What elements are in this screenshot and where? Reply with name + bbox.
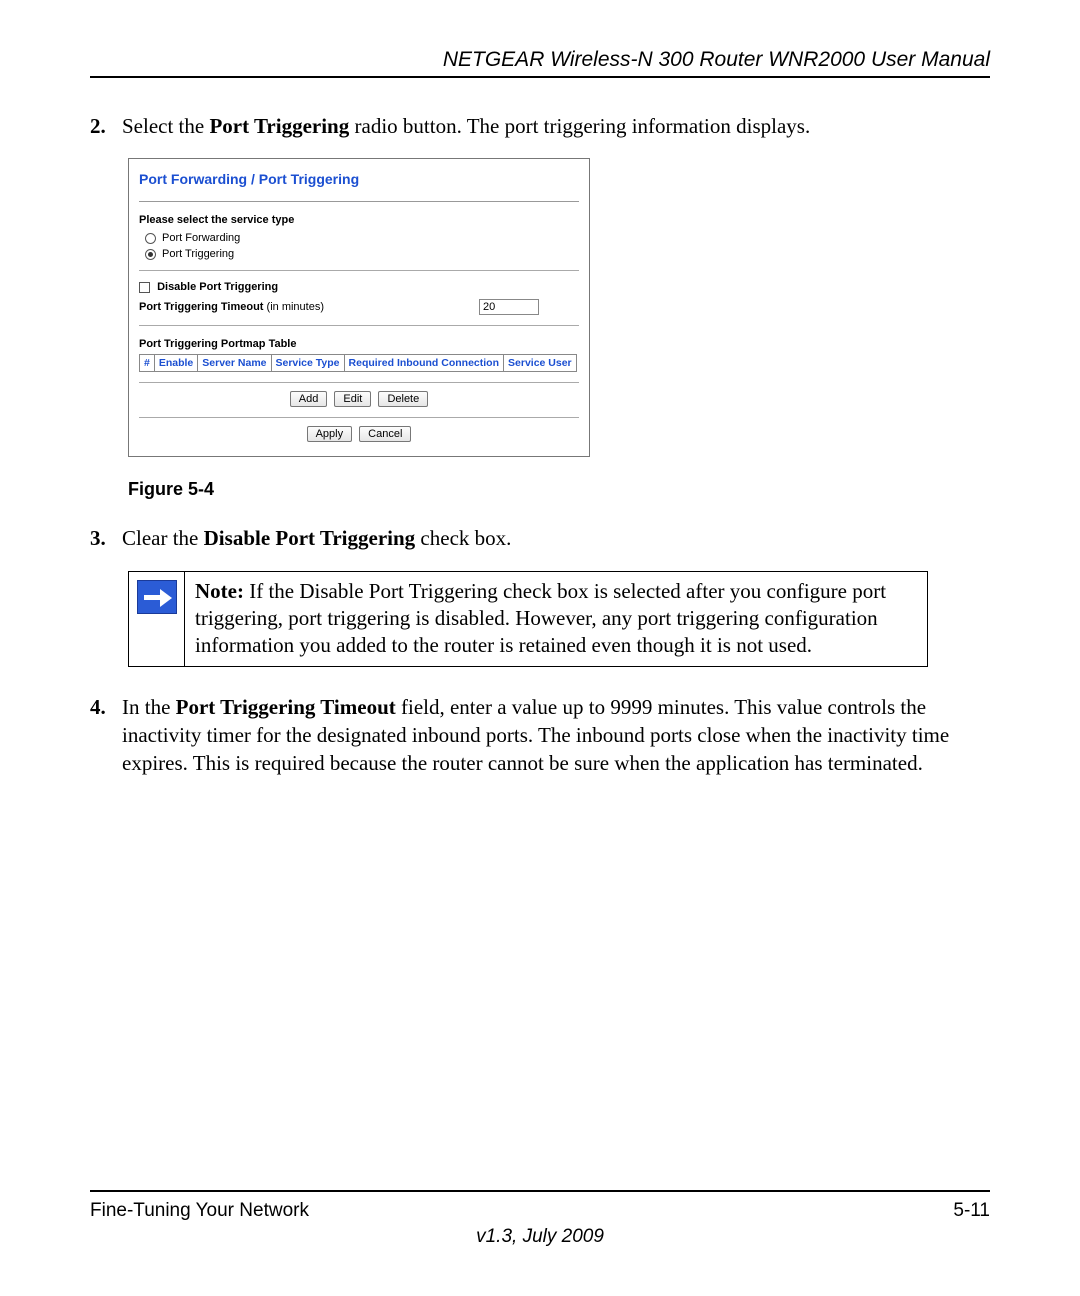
footer-rule	[90, 1190, 990, 1192]
delete-button[interactable]: Delete	[378, 391, 428, 407]
timeout-input[interactable]	[479, 299, 539, 315]
step-2-pre: Select the	[122, 114, 209, 138]
radio-port-triggering[interactable]	[145, 249, 156, 260]
note-box: Note: If the Disable Port Triggering che…	[128, 571, 928, 667]
footer-page-number: 5-11	[953, 1200, 990, 1222]
page-footer: Fine-Tuning Your Network 5-11 v1.3, July…	[90, 1190, 990, 1248]
radio-port-triggering-row[interactable]: Port Triggering	[145, 248, 579, 260]
footer-section: Fine-Tuning Your Network	[90, 1200, 309, 1222]
timeout-label-a: Port Triggering Timeout	[139, 301, 263, 313]
screenshot-panel: Port Forwarding / Port Triggering Please…	[128, 158, 590, 457]
radio-port-forwarding-label: Port Forwarding	[162, 232, 240, 244]
step-2-number: 2.	[90, 112, 122, 140]
footer-version: v1.3, July 2009	[90, 1226, 990, 1248]
step-3-text: Clear the Disable Port Triggering check …	[122, 524, 990, 552]
table-button-row: Add Edit Delete	[139, 382, 579, 407]
section-divider-2	[139, 325, 579, 326]
col-service-user: Service User	[504, 355, 577, 372]
cancel-button[interactable]: Cancel	[359, 426, 411, 442]
figure-caption: Figure 5-4	[128, 479, 990, 500]
arrow-right-icon	[137, 580, 177, 614]
portmap-table-label: Port Triggering Portmap Table	[139, 338, 579, 350]
page-header-title: NETGEAR Wireless-N 300 Router WNR2000 Us…	[90, 48, 990, 72]
radio-port-forwarding-row[interactable]: Port Forwarding	[145, 232, 579, 244]
col-required-inbound: Required Inbound Connection	[344, 355, 504, 372]
edit-button[interactable]: Edit	[334, 391, 371, 407]
service-type-label: Please select the service type	[139, 214, 579, 226]
step-4-text: In the Port Triggering Timeout field, en…	[122, 693, 990, 778]
step-4-bold: Port Triggering Timeout	[176, 695, 396, 719]
step-3-bold: Disable Port Triggering	[204, 526, 416, 550]
radio-port-triggering-label: Port Triggering	[162, 248, 234, 260]
step-2-text: Select the Port Triggering radio button.…	[122, 112, 990, 140]
step-2: 2. Select the Port Triggering radio butt…	[90, 112, 990, 140]
col-service-type: Service Type	[271, 355, 344, 372]
col-num: #	[140, 355, 155, 372]
panel-title: Port Forwarding / Port Triggering	[139, 169, 579, 202]
step-4-number: 4.	[90, 693, 122, 778]
col-server-name: Server Name	[198, 355, 271, 372]
apply-button[interactable]: Apply	[307, 426, 353, 442]
step-2-bold: Port Triggering	[209, 114, 349, 138]
step-4-pre: In the	[122, 695, 176, 719]
apply-button-row: Apply Cancel	[139, 417, 579, 442]
disable-trigger-label: Disable Port Triggering	[157, 281, 278, 293]
step-3: 3. Clear the Disable Port Triggering che…	[90, 524, 990, 552]
disable-trigger-checkbox[interactable]	[139, 282, 150, 293]
step-2-post: radio button. The port triggering inform…	[349, 114, 810, 138]
portmap-table: # Enable Server Name Service Type Requir…	[139, 354, 577, 372]
timeout-row: Port Triggering Timeout (in minutes)	[139, 299, 539, 315]
portmap-header-row: # Enable Server Name Service Type Requir…	[140, 355, 577, 372]
note-text: Note: If the Disable Port Triggering che…	[185, 571, 928, 666]
note-icon-cell	[129, 571, 185, 666]
disable-trigger-row[interactable]: Disable Port Triggering	[139, 281, 579, 293]
radio-port-forwarding[interactable]	[145, 233, 156, 244]
note-lead: Note:	[195, 579, 244, 603]
step-4: 4. In the Port Triggering Timeout field,…	[90, 693, 990, 778]
timeout-label-b: (in minutes)	[263, 301, 324, 313]
col-enable: Enable	[154, 355, 197, 372]
section-divider-1	[139, 270, 579, 271]
header-rule	[90, 76, 990, 78]
note-body: If the Disable Port Triggering check box…	[195, 579, 886, 658]
timeout-label: Port Triggering Timeout (in minutes)	[139, 301, 324, 313]
step-3-pre: Clear the	[122, 526, 204, 550]
step-3-number: 3.	[90, 524, 122, 552]
add-button[interactable]: Add	[290, 391, 328, 407]
step-3-post: check box.	[415, 526, 511, 550]
